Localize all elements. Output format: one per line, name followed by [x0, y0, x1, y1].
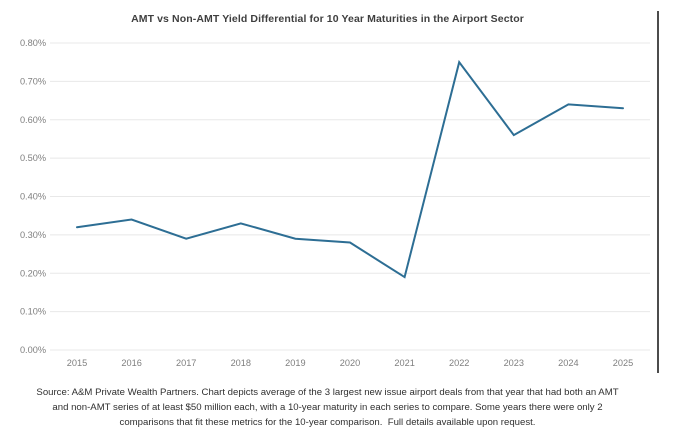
y-tick-label: 0.70%: [20, 76, 46, 86]
x-tick-label: 2015: [67, 358, 87, 368]
x-tick-label: 2021: [394, 358, 414, 368]
y-tick-label: 0.10%: [20, 307, 46, 317]
y-tick-label: 0.40%: [20, 192, 46, 202]
y-tick-label: 0.00%: [20, 345, 46, 355]
yield-differential-line: [76, 59, 624, 279]
y-tick-label: 0.50%: [20, 153, 46, 163]
source-note-line-1: Source: A&M Private Wealth Partners. Cha…: [36, 387, 619, 398]
x-tick-label: 2018: [231, 358, 251, 368]
x-tick-label: 2017: [176, 358, 196, 368]
x-tick-label: 2022: [449, 358, 469, 368]
y-tick-label: 0.80%: [20, 38, 46, 48]
y-tick-label: 0.20%: [20, 268, 46, 278]
x-tick-label: 2023: [504, 358, 524, 368]
source-note-line-2: and non-AMT series of at least $50 milli…: [52, 402, 603, 413]
y-tick-label: 0.30%: [20, 230, 46, 240]
chart-title: AMT vs Non-AMT Yield Differential for 10…: [131, 13, 524, 25]
x-tick-label: 2025: [613, 358, 633, 368]
x-tick-label: 2016: [121, 358, 141, 368]
x-tick-label: 2024: [558, 358, 578, 368]
y-tick-label: 0.60%: [20, 115, 46, 125]
source-note-line-3: comparisons that fit these metrics for t…: [119, 417, 536, 428]
x-tick-label: 2019: [285, 358, 305, 368]
source-note: Source: A&M Private Wealth Partners. Cha…: [0, 385, 655, 430]
x-tick-label: 2020: [340, 358, 360, 368]
